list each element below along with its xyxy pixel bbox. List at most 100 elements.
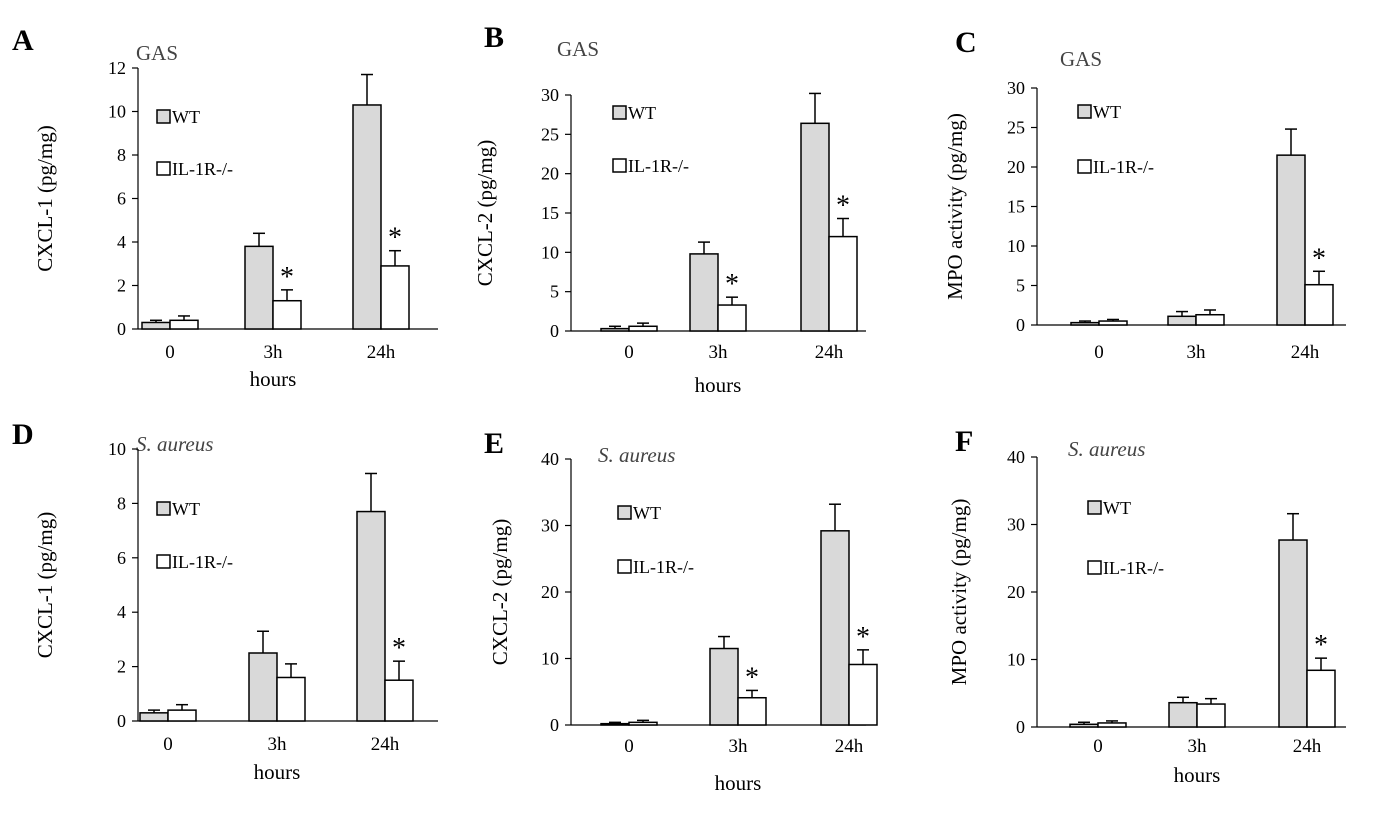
x-tick-label: 3h bbox=[264, 342, 284, 363]
legend-swatch-ko bbox=[1077, 159, 1092, 174]
y-tick-label: 0 bbox=[550, 715, 559, 735]
y-axis-label: CXCL-1 (pg/mg) bbox=[33, 512, 57, 658]
y-tick-label: 8 bbox=[117, 145, 126, 165]
y-tick-label: 0 bbox=[117, 319, 126, 339]
legend-label-ko: IL-1R-/- bbox=[633, 557, 694, 577]
y-tick-label: 10 bbox=[541, 242, 559, 262]
x-tick-label: 3h bbox=[1188, 736, 1208, 757]
y-tick-label: 30 bbox=[1007, 78, 1025, 98]
y-tick-label: 0 bbox=[1016, 717, 1025, 737]
y-tick-label: 15 bbox=[541, 203, 559, 223]
y-tick-label: 10 bbox=[108, 102, 126, 122]
ko-bar-0 bbox=[628, 325, 658, 332]
legend-label-wt: WT bbox=[1103, 498, 1131, 518]
x-tick-label: 24h bbox=[1293, 736, 1322, 757]
legend-label-ko: IL-1R-/- bbox=[172, 552, 233, 572]
significance-star: * bbox=[836, 191, 850, 222]
ko-bar-24h bbox=[380, 265, 410, 330]
y-tick-label: 5 bbox=[550, 282, 559, 302]
wt-bar-24h bbox=[356, 510, 386, 722]
legend-label-wt: WT bbox=[1093, 102, 1121, 122]
y-axis-label: CXCL-1 (pg/mg) bbox=[33, 125, 57, 271]
x-tick-label: 3h bbox=[709, 342, 729, 363]
y-tick-label: 20 bbox=[541, 164, 559, 184]
chart-title: S. aureus bbox=[598, 443, 675, 467]
significance-star: * bbox=[856, 622, 870, 653]
x-axis-label: hours bbox=[715, 771, 762, 795]
wt-bar-24h bbox=[820, 530, 850, 726]
legend-swatch-wt bbox=[156, 109, 171, 124]
panel-label: A bbox=[12, 24, 34, 57]
panel-c: C GAS 0 5 10 15 20 25 30 MPO activity (pg/mg) 0 3h *… bbox=[943, 26, 1346, 363]
y-tick-label: 20 bbox=[1007, 157, 1025, 177]
y-tick-label: 25 bbox=[1007, 118, 1025, 138]
legend-swatch-ko bbox=[612, 158, 627, 173]
legend-swatch-wt bbox=[1077, 104, 1092, 119]
legend-swatch-wt bbox=[1087, 500, 1102, 515]
ko-bar-24h bbox=[1306, 669, 1336, 728]
ko-bar-3h bbox=[1196, 703, 1226, 728]
x-tick-label: 24h bbox=[1291, 342, 1320, 363]
ko-bar-3h bbox=[717, 304, 747, 332]
legend-label-ko: IL-1R-/- bbox=[628, 156, 689, 176]
wt-bar-0 bbox=[600, 327, 630, 332]
ko-bar-0 bbox=[169, 319, 199, 330]
y-tick-label: 30 bbox=[541, 516, 559, 536]
y-tick-label: 20 bbox=[1007, 582, 1025, 602]
wt-bar-24h bbox=[800, 122, 830, 332]
wt-bar-3h bbox=[1168, 701, 1198, 728]
legend-label-wt: WT bbox=[172, 107, 200, 127]
wt-bar-3h bbox=[248, 652, 278, 722]
legend-swatch-ko bbox=[156, 554, 171, 569]
significance-star: * bbox=[745, 662, 759, 693]
legend-label-ko: IL-1R-/- bbox=[1103, 558, 1164, 578]
y-tick-label: 2 bbox=[117, 276, 126, 296]
legend-label-wt: WT bbox=[633, 503, 661, 523]
legend-swatch-ko bbox=[617, 559, 632, 574]
chart-title: S. aureus bbox=[136, 432, 213, 456]
legend: WT IL-1R-/- bbox=[156, 107, 233, 179]
legend-swatch-ko bbox=[156, 161, 171, 176]
y-tick-label: 10 bbox=[541, 649, 559, 669]
panel-a: A GAS 0 2 4 6 8 10 12 CXCL-1 (pg/mg) 0 * 3h * 24h hours… bbox=[12, 24, 438, 391]
y-tick-label: 25 bbox=[541, 124, 559, 144]
significance-star: * bbox=[725, 269, 739, 300]
y-tick-label: 10 bbox=[108, 439, 126, 459]
x-axis-label: hours bbox=[254, 760, 301, 784]
y-tick-label: 20 bbox=[541, 582, 559, 602]
panel-label: C bbox=[955, 26, 977, 59]
significance-star: * bbox=[280, 262, 294, 293]
y-tick-label: 12 bbox=[108, 58, 126, 78]
x-tick-label: 3h bbox=[1187, 342, 1207, 363]
x-tick-label: 0 bbox=[624, 342, 634, 363]
y-tick-label: 4 bbox=[117, 232, 126, 252]
x-tick-label: 24h bbox=[367, 342, 396, 363]
y-axis-label: MPO activity (pg/mg) bbox=[947, 499, 971, 686]
wt-bar-3h bbox=[689, 253, 719, 332]
x-tick-label: 24h bbox=[835, 736, 864, 757]
wt-bar-24h bbox=[1278, 539, 1308, 728]
y-tick-label: 40 bbox=[541, 449, 559, 469]
y-tick-label: 10 bbox=[1007, 236, 1025, 256]
panel-d: D S. aureus 0 2 4 6 8 10 CXCL-1 (pg/mg) 0 3h * 24h ho… bbox=[12, 418, 438, 784]
legend: WT IL-1R-/- bbox=[612, 103, 689, 176]
panel-e: E S. aureus 0 10 20 30 40 CXCL-2 (pg/mg) 0 * 3h * 24… bbox=[484, 427, 878, 795]
panel-label: F bbox=[955, 425, 973, 458]
wt-bar-3h bbox=[244, 245, 274, 330]
chart-title: S. aureus bbox=[1068, 437, 1145, 461]
x-tick-label: 3h bbox=[268, 734, 288, 755]
legend-swatch-wt bbox=[612, 105, 627, 120]
ko-bar-24h bbox=[384, 679, 414, 722]
y-axis-label: CXCL-2 (pg/mg) bbox=[473, 140, 497, 286]
ko-bar-3h bbox=[276, 676, 306, 722]
panel-b: B GAS 0 5 10 15 20 25 30 CXCL-2 (pg/mg) 0 * 3h * 24h ho… bbox=[473, 21, 866, 397]
ko-bar-24h bbox=[828, 235, 858, 332]
x-axis-label: hours bbox=[695, 373, 742, 397]
panel-label: D bbox=[12, 418, 34, 451]
legend: WT IL-1R-/- bbox=[1077, 102, 1154, 177]
ko-bar-0 bbox=[1098, 320, 1128, 326]
y-tick-label: 5 bbox=[1016, 276, 1025, 296]
legend-swatch-ko bbox=[1087, 560, 1102, 575]
x-tick-label: 24h bbox=[371, 734, 400, 755]
